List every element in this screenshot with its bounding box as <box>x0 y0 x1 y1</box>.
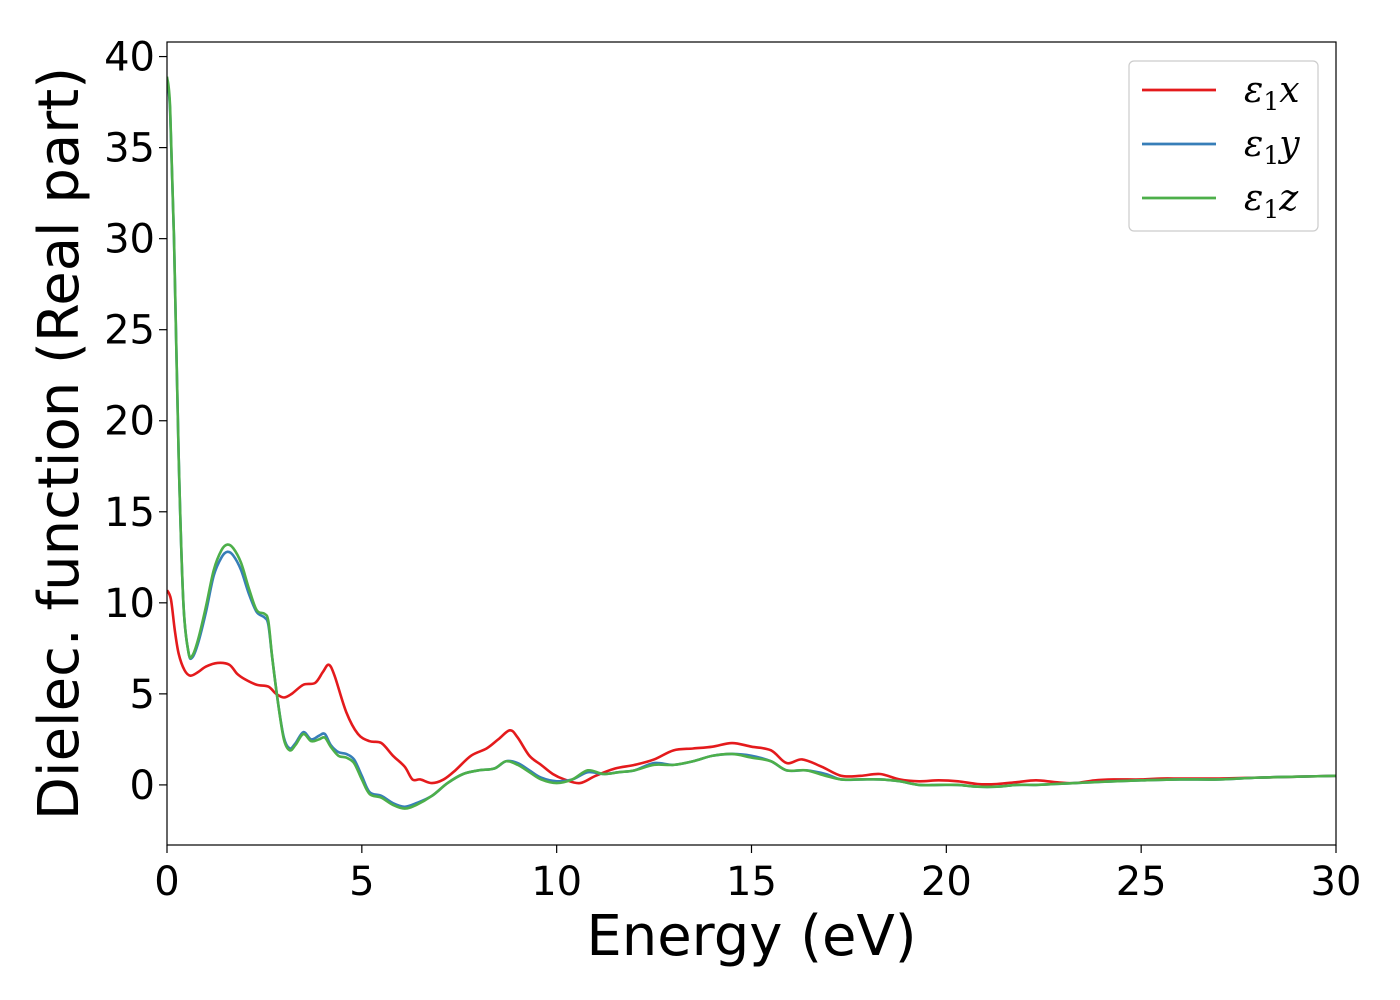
y-tick-label: 35 <box>104 126 155 172</box>
y-axis: 0 5 10 15 20 25 30 35 40 <box>104 35 167 809</box>
legend: ε1x ε1y ε1z <box>1128 60 1319 232</box>
x-tick-label: 30 <box>1311 859 1362 905</box>
legend-label-1: ε1x <box>1244 70 1300 116</box>
y-tick-label: 40 <box>104 35 155 81</box>
y-axis-label: Dielec. function (Real part) <box>27 67 92 820</box>
x-axis-label: Energy (eV) <box>586 904 916 969</box>
legend-box <box>1128 60 1319 232</box>
x-tick-label: 0 <box>154 859 179 905</box>
x-tick-label: 15 <box>726 859 777 905</box>
y-tick-label: 15 <box>104 490 155 536</box>
x-tick-label: 20 <box>921 859 972 905</box>
y-tick-label: 10 <box>104 581 155 627</box>
x-tick-label: 25 <box>1116 859 1167 905</box>
series-line-1 <box>167 589 1336 786</box>
y-tick-label: 30 <box>104 217 155 263</box>
y-tick-label: 25 <box>104 308 155 354</box>
series-line-3 <box>167 76 1336 810</box>
legend-label-3: ε1z <box>1244 178 1299 224</box>
y-tick-label: 20 <box>104 399 155 445</box>
x-tick-label: 5 <box>349 859 374 905</box>
legend-label-2: ε1y <box>1244 124 1300 170</box>
x-tick-label: 10 <box>531 859 582 905</box>
series-layer <box>167 76 1336 810</box>
y-tick-label: 0 <box>130 763 155 809</box>
x-axis: 0 5 10 15 20 25 30 <box>154 845 1361 905</box>
y-tick-label: 5 <box>130 672 155 718</box>
